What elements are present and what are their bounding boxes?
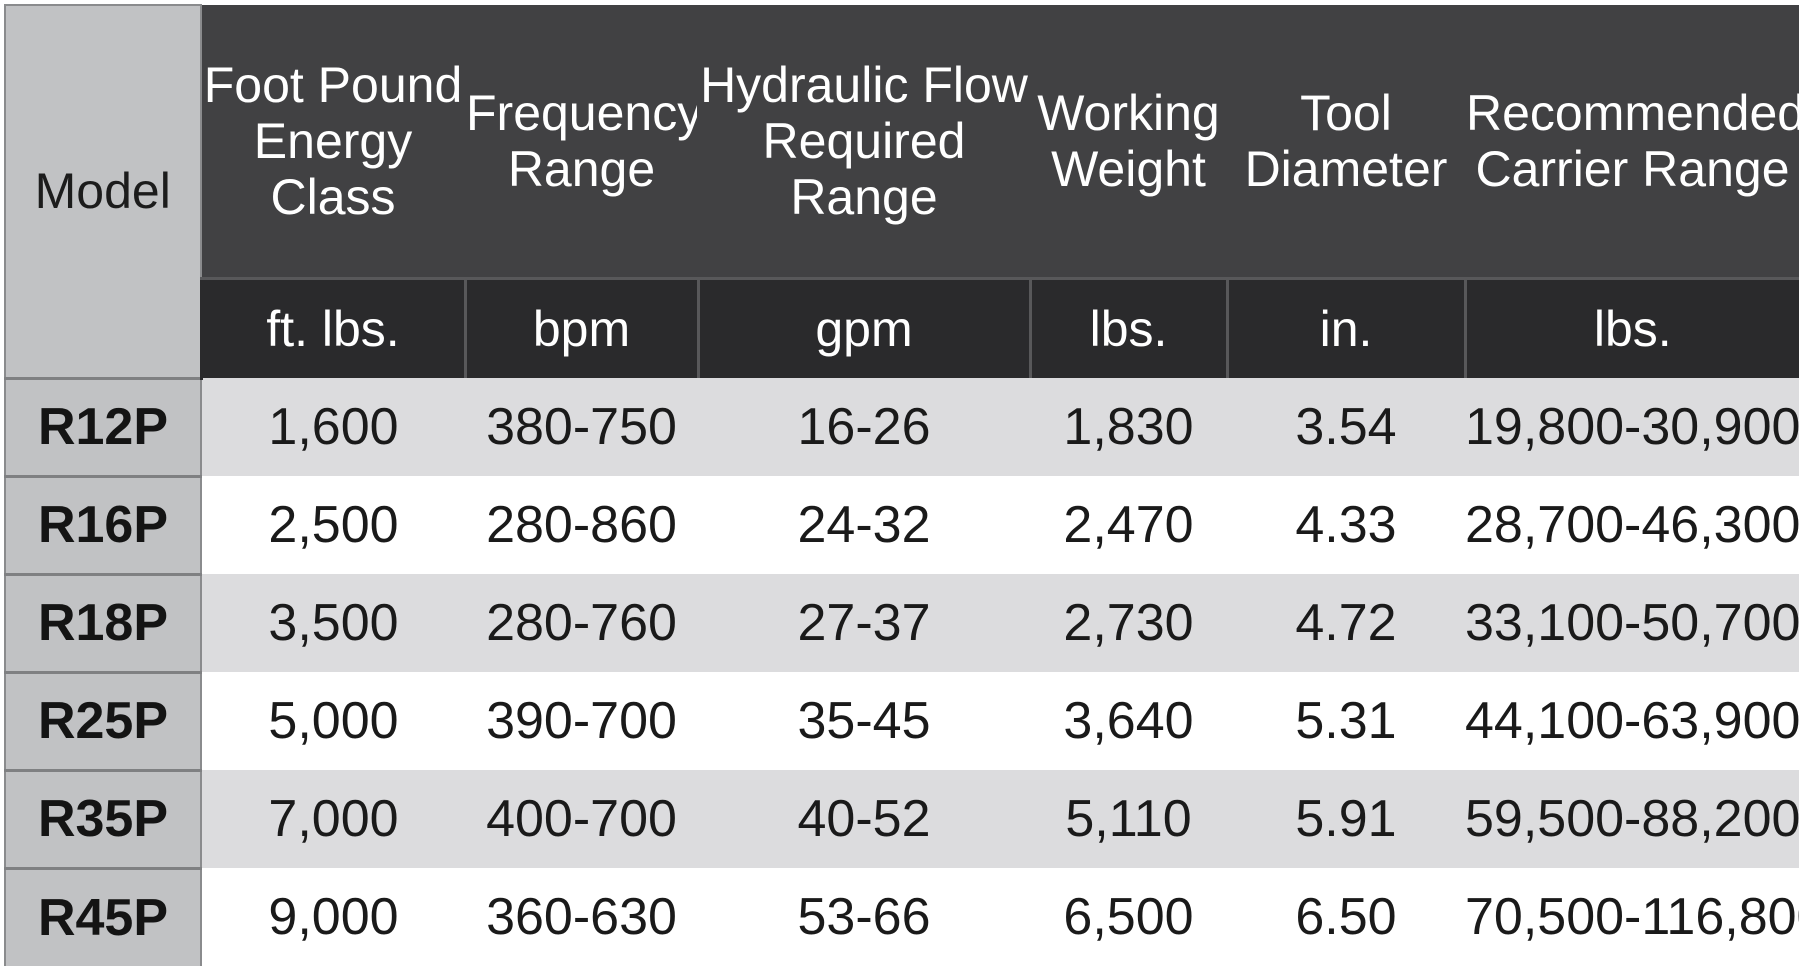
column-header-working-weight: Working Weight	[1029, 5, 1227, 279]
unit-label: lbs.	[1463, 277, 1799, 378]
table-cell: 7,000	[201, 770, 465, 868]
table-cell: 40-52	[698, 770, 1030, 868]
table-cell: 27-37	[698, 574, 1030, 672]
column-header-energy: Foot Pound Energy Class	[200, 5, 465, 279]
unit-label: ft. lbs.	[199, 277, 465, 378]
column-header-line: Recommended	[1466, 85, 1799, 141]
table-cell: 4.72	[1227, 574, 1465, 672]
table-row: R18P 3,500 280-760 27-37 2,730 4.72 33,1…	[4, 572, 1799, 672]
table-cell: 2,470	[1030, 476, 1227, 574]
table-row: R25P 5,000 390-700 35-45 3,640 5.31 44,1…	[4, 670, 1799, 770]
table-cell: 35-45	[698, 672, 1030, 770]
table-cell: 24-32	[698, 476, 1030, 574]
table-cell: 380-750	[465, 378, 698, 476]
table-row: R45P 9,000 360-630 53-66 6,500 6.50 70,5…	[4, 866, 1799, 966]
table-cell: 33,100-50,700	[1465, 574, 1799, 672]
table-cell: 2,500	[201, 476, 465, 574]
table-cell: 5.31	[1227, 672, 1465, 770]
table-row: R12P 1,600 380-750 16-26 1,830 3.54 19,8…	[4, 376, 1799, 476]
table-cell: 6.50	[1227, 868, 1465, 966]
unit-label: gpm	[696, 277, 1030, 378]
column-header-line: Weight	[1051, 141, 1206, 197]
unit-label: in.	[1225, 277, 1465, 378]
model-header: Model	[4, 4, 202, 379]
table-cell: 70,500-116,800	[1465, 868, 1799, 966]
column-header-line: Tool	[1300, 85, 1392, 141]
table-cell: 5,000	[201, 672, 465, 770]
column-header-line: Working	[1037, 85, 1220, 141]
table-cell: 2,730	[1030, 574, 1227, 672]
unit-label: bpm	[463, 277, 698, 378]
column-header-frequency: Frequency Range	[464, 5, 698, 279]
model-cell: R16P	[4, 474, 202, 574]
unit-row: ft. lbs. bpm gpm lbs. in. lbs.	[5, 277, 1799, 378]
table-cell: 280-860	[465, 476, 698, 574]
model-cell: R18P	[4, 572, 202, 672]
column-header-carrier-range: Recommended Carrier Range	[1464, 5, 1799, 279]
table-cell: 360-630	[465, 868, 698, 966]
model-cell: R45P	[4, 866, 202, 966]
table-cell: 3,500	[201, 574, 465, 672]
column-header-line: Range	[507, 141, 656, 197]
table-row: R35P 7,000 400-700 40-52 5,110 5.91 59,5…	[4, 768, 1799, 868]
header-row: Model Foot Pound Energy Class Frequency …	[4, 4, 1799, 379]
column-header-line: Diameter	[1244, 141, 1448, 197]
column-header-line: Carrier Range	[1475, 141, 1790, 197]
table-cell: 280-760	[465, 574, 698, 672]
table-cell: 4.33	[1227, 476, 1465, 574]
table-cell: 53-66	[698, 868, 1030, 966]
column-header-tool-diameter: Tool Diameter	[1226, 5, 1465, 279]
unit-label: lbs.	[1028, 277, 1227, 378]
table-cell: 5,110	[1030, 770, 1227, 868]
table-cell: 59,500-88,200	[1465, 770, 1799, 868]
model-cell: R35P	[4, 768, 202, 868]
table-row: R16P 2,500 280-860 24-32 2,470 4.33 28,7…	[4, 474, 1799, 574]
table-cell: 5.91	[1227, 770, 1465, 868]
column-header-line: Frequency	[466, 85, 698, 141]
table-cell: 400-700	[465, 770, 698, 868]
table-cell: 1,830	[1030, 378, 1227, 476]
table-cell: 28,700-46,300	[1465, 476, 1799, 574]
model-cell: R12P	[4, 376, 202, 476]
column-header-hydraulic-flow: Hydraulic Flow Required Range	[697, 5, 1030, 279]
table-cell: 9,000	[201, 868, 465, 966]
table-cell: 3,640	[1030, 672, 1227, 770]
column-header-line: Required Range	[762, 113, 966, 225]
table-cell: 19,800-30,900	[1465, 378, 1799, 476]
table-cell: 3.54	[1227, 378, 1465, 476]
column-header-line: Energy Class	[253, 113, 413, 225]
table-cell: 390-700	[465, 672, 698, 770]
table-cell: 16-26	[698, 378, 1030, 476]
column-header-line: Hydraulic Flow	[700, 57, 1028, 113]
spec-table: Model Foot Pound Energy Class Frequency …	[4, 4, 1799, 966]
table-cell: 6,500	[1030, 868, 1227, 966]
table-cell: 1,600	[201, 378, 465, 476]
table-cell: 44,100-63,900	[1465, 672, 1799, 770]
model-cell: R25P	[4, 670, 202, 770]
column-header-line: Foot Pound	[203, 57, 463, 113]
